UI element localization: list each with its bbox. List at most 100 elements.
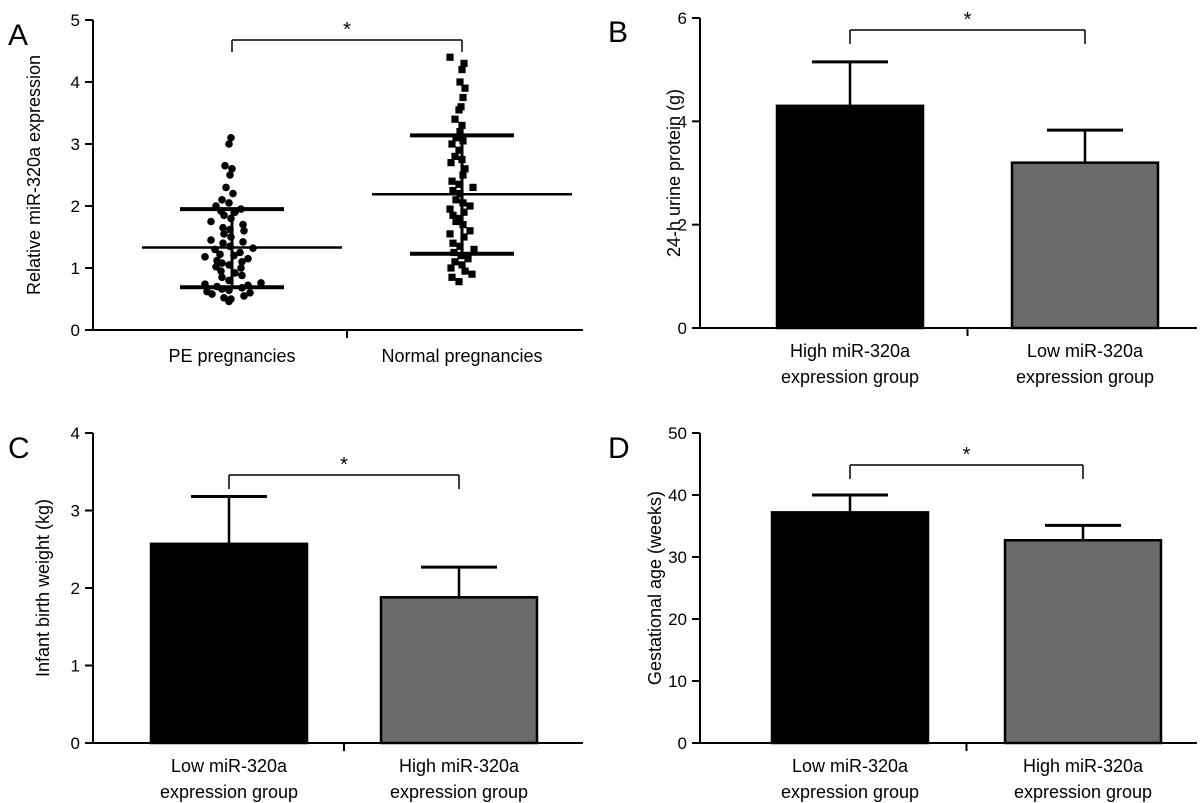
- data-point: [456, 78, 464, 86]
- data-point: [455, 278, 463, 286]
- data-point: [447, 264, 455, 272]
- category-label: High miR-320a: [399, 756, 520, 776]
- data-point: [239, 220, 247, 229]
- data-point: [456, 242, 464, 250]
- data-point: [220, 293, 228, 302]
- category-label: expression group: [160, 782, 298, 802]
- y-tick-label: 6: [678, 9, 687, 28]
- bar: [775, 104, 925, 330]
- data-point: [466, 227, 474, 235]
- data-point: [201, 253, 209, 261]
- data-point: [225, 140, 233, 148]
- data-point: [455, 146, 463, 154]
- bar: [149, 542, 309, 745]
- data-point: [452, 134, 460, 142]
- data-point: [448, 273, 456, 281]
- data-point: [447, 159, 455, 167]
- data-point: [461, 84, 469, 92]
- data-point: [236, 248, 244, 257]
- data-point: [452, 196, 460, 204]
- panel-label: B: [608, 16, 628, 49]
- data-point: [220, 230, 228, 238]
- y-tick-label: 4: [71, 424, 80, 443]
- category-label: Low miR-320a: [1027, 341, 1144, 361]
- category-label: expression group: [781, 367, 919, 387]
- panel-a: A 0 1 2 3 4 5 Relative miR-320a expression PE pr…: [8, 11, 583, 366]
- y-tick-label: 50: [668, 424, 687, 443]
- y-tick-label: 5: [71, 11, 80, 30]
- data-point: [221, 161, 229, 170]
- panel-label: D: [608, 432, 630, 465]
- y-tick-label: 0: [71, 734, 80, 753]
- category-label: expression group: [1016, 367, 1154, 387]
- data-point: [448, 177, 456, 185]
- y-tick-label: 0: [678, 319, 687, 338]
- data-point: [207, 236, 215, 244]
- data-point: [222, 183, 230, 192]
- data-point: [458, 261, 466, 269]
- data-point: [460, 208, 468, 216]
- y-tick-label: 2: [678, 216, 687, 235]
- significance-star: *: [963, 444, 971, 466]
- series-2: [372, 53, 572, 286]
- data-point: [239, 238, 247, 246]
- data-point: [457, 103, 465, 111]
- y-axis-title: Gestational age (weeks): [645, 491, 665, 685]
- panel-label: A: [8, 19, 28, 52]
- data-point: [452, 217, 460, 226]
- data-point: [449, 211, 457, 219]
- data-point: [461, 267, 469, 275]
- data-point: [213, 256, 221, 265]
- category-label: expression group: [781, 782, 919, 802]
- data-point: [468, 270, 476, 278]
- data-point: [257, 279, 265, 287]
- data-point: [459, 93, 467, 102]
- y-tick-label: 0: [678, 734, 687, 753]
- data-point: [240, 227, 248, 235]
- data-point: [449, 239, 457, 247]
- series-1: [142, 134, 342, 306]
- data-point: [456, 214, 464, 222]
- data-point: [451, 258, 459, 266]
- data-point: [228, 165, 236, 173]
- y-axis-title: Relative miR-320a expression: [24, 55, 44, 295]
- data-point: [237, 264, 245, 272]
- data-point: [456, 128, 464, 136]
- data-point: [458, 121, 466, 129]
- data-point: [448, 140, 456, 148]
- category-label: expression group: [390, 782, 528, 802]
- data-point: [449, 186, 457, 195]
- data-point: [227, 134, 235, 142]
- y-tick-label: 4: [71, 73, 80, 92]
- data-point: [246, 289, 254, 297]
- y-tick-label: 10: [668, 672, 687, 691]
- category-label: expression group: [1014, 782, 1152, 802]
- data-point: [466, 202, 474, 210]
- y-tick-label: 2: [71, 197, 80, 216]
- y-tick-label: 1: [71, 259, 80, 278]
- y-tick-label: 2: [71, 579, 80, 598]
- data-point: [458, 66, 466, 74]
- data-point: [451, 152, 459, 160]
- y-tick-label: 20: [668, 610, 687, 629]
- significance-star: *: [964, 9, 972, 31]
- data-point: [451, 115, 459, 123]
- data-point: [229, 189, 237, 198]
- data-point: [464, 255, 472, 263]
- category-label: PE pregnancies: [168, 346, 295, 366]
- significance-star: *: [340, 454, 348, 476]
- data-point: [207, 217, 215, 226]
- data-point: [460, 59, 468, 67]
- bar: [770, 511, 930, 745]
- data-point: [216, 250, 224, 259]
- y-axis-title: Infant birth weight (kg): [33, 499, 53, 677]
- category-label: High miR-320a: [790, 341, 911, 361]
- panel-d: D 0 10 20 30 40 50 Gestational age (weeks) Low m…: [608, 424, 1197, 802]
- bar: [1003, 539, 1163, 745]
- data-point: [446, 230, 454, 238]
- bar: [379, 596, 539, 745]
- y-tick-label: 3: [71, 502, 80, 521]
- data-point: [446, 205, 454, 213]
